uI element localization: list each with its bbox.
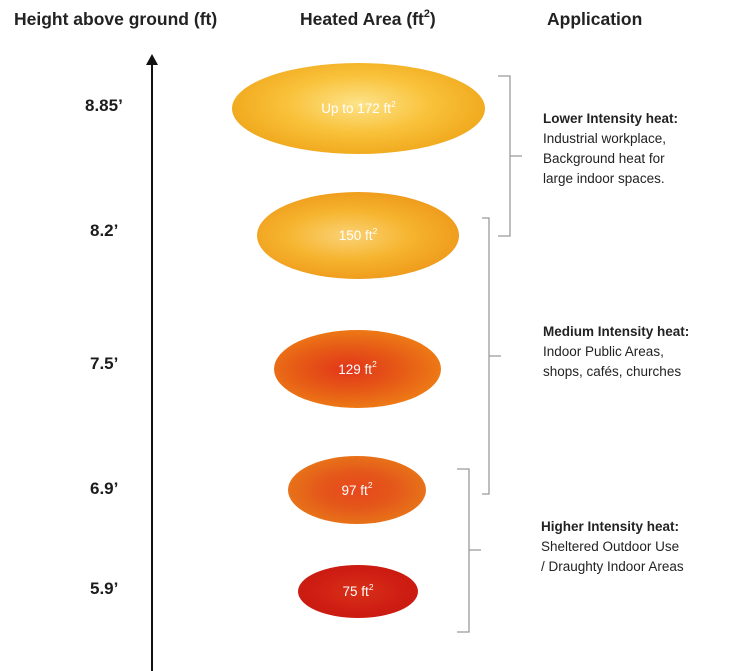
height-label-1: 8.85’	[85, 96, 123, 115]
heated-area-value-4: 97 ft	[341, 482, 368, 498]
height-label-3: 7.5’	[90, 354, 119, 373]
application-title-higher: Higher Intensity heat:	[541, 519, 680, 534]
heated-area-unit-sup-5: 2	[368, 581, 374, 592]
application-line: / Draughty Indoor Areas	[541, 559, 684, 574]
heated-area-ellipse-4: 97 ft2	[288, 456, 426, 524]
heated-area-unit-sup-1: 2	[391, 98, 396, 109]
heated-area-ellipse-5: 75 ft2	[298, 565, 418, 618]
heated-area-value-1: Up to 172 ft	[321, 101, 392, 116]
application-title-medium: Medium Intensity heat:	[543, 324, 690, 339]
heated-area-value-3: 129 ft	[338, 361, 373, 377]
height-label-5: 5.9’	[90, 579, 119, 598]
application-line: Sheltered Outdoor Use	[541, 539, 680, 554]
heated-area-unit-sup-3: 2	[372, 359, 377, 370]
application-line: shops, cafés, churches	[543, 364, 682, 379]
application-title-lower: Lower Intensity heat:	[543, 111, 679, 126]
heated-area-value-2: 150 ft	[338, 228, 373, 243]
heated-area-header-superscript: 2	[423, 8, 430, 21]
application-line: large indoor spaces.	[543, 171, 665, 186]
application-line: Industrial workplace,	[543, 131, 667, 146]
application-group-higher: Higher Intensity heat: Sheltered Outdoor…	[541, 517, 684, 577]
heated-area-label-4: 97 ft2	[341, 480, 373, 498]
height-label-4: 6.9’	[90, 479, 119, 498]
application-line: Indoor Public Areas,	[543, 344, 664, 359]
heated-area-label-2: 150 ft2	[338, 225, 378, 243]
heated-area-header-close: )	[429, 9, 436, 29]
bracket-lower-intensity	[498, 75, 522, 237]
height-label-2: 8.2’	[90, 221, 119, 240]
heated-area-header-text: Heated Area (ft	[300, 9, 424, 29]
application-group-medium: Medium Intensity heat: Indoor Public Are…	[543, 322, 689, 382]
height-axis-line	[151, 62, 153, 671]
heated-area-ellipse-1: Up to 172 ft2	[232, 63, 485, 154]
heated-area-ellipse-3: 129 ft2	[274, 330, 441, 408]
heated-area-column-header: Heated Area (ft2)	[300, 9, 436, 30]
application-line: Background heat for	[543, 151, 665, 166]
heated-area-label-5: 75 ft2	[342, 581, 374, 599]
heated-area-unit-sup-2: 2	[372, 225, 378, 236]
heated-area-ellipse-2: 150 ft2	[257, 192, 459, 279]
bracket-medium-intensity	[482, 217, 501, 495]
axis-arrowhead-icon	[146, 54, 158, 65]
heated-area-value-5: 75 ft	[342, 584, 369, 599]
height-column-header: Height above ground (ft)	[14, 9, 218, 29]
heated-area-label-1: Up to 172 ft2	[321, 98, 396, 116]
heated-area-unit-sup-4: 2	[367, 480, 373, 491]
application-column-header: Application	[547, 9, 643, 29]
application-group-lower: Lower Intensity heat: Industrial workpla…	[543, 109, 678, 189]
bracket-higher-intensity	[457, 468, 481, 633]
heated-area-label-3: 129 ft2	[338, 359, 377, 377]
